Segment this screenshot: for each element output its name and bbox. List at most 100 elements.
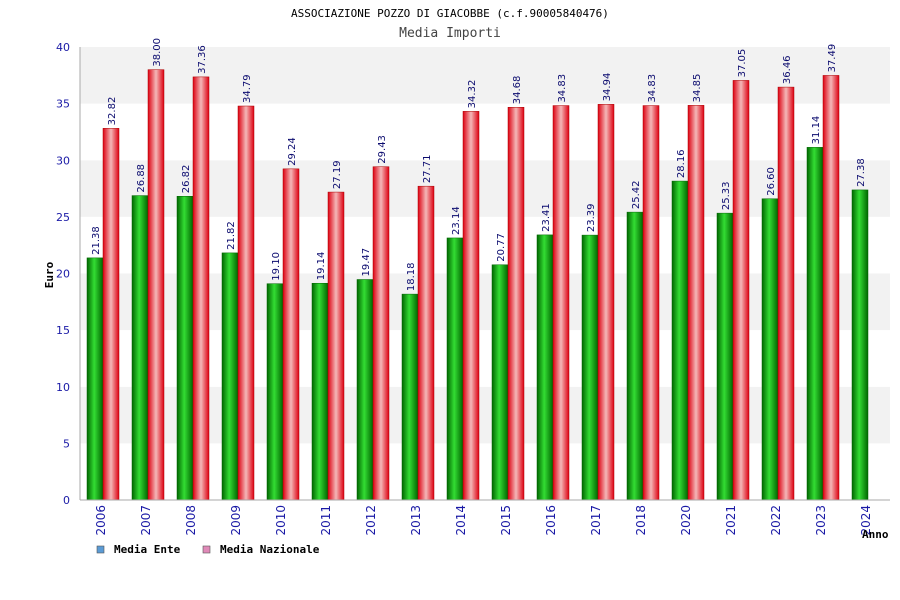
data-labels: 21.38 32.82 26.88 38.00 26.82 37.36 21.82 34.79… bbox=[91, 38, 867, 291]
x-tick-label: 2014 bbox=[454, 505, 468, 536]
x-tick-label: 2022 bbox=[769, 505, 783, 536]
bar-media-nazionale-2016 bbox=[552, 105, 570, 501]
data-label: 25.33 bbox=[721, 181, 732, 210]
y-tick-label: 15 bbox=[56, 324, 70, 337]
data-label: 19.10 bbox=[271, 252, 282, 281]
bar-media-nazionale-2018 bbox=[642, 105, 660, 501]
grid-band bbox=[80, 47, 890, 104]
x-tick-label: 2018 bbox=[634, 505, 648, 536]
bar-media-nazionale-2012 bbox=[372, 166, 390, 501]
y-tick-label: 20 bbox=[56, 268, 70, 281]
data-label: 34.79 bbox=[242, 74, 253, 103]
bar-media-nazionale-2011 bbox=[327, 191, 345, 501]
legend-swatch-media-nazionale bbox=[202, 545, 211, 554]
bar-media-nazionale-2023 bbox=[822, 75, 840, 501]
bar-media-ente-2017 bbox=[581, 234, 599, 501]
grid-band bbox=[80, 273, 890, 331]
bar-media-ente-2022 bbox=[761, 198, 779, 501]
grid-band bbox=[80, 443, 890, 500]
bar-media-ente-2008 bbox=[176, 196, 194, 501]
y-axis-ticks: 0 5 10 15 20 25 30 35 40 bbox=[56, 41, 70, 507]
bar-media-ente-2012 bbox=[356, 279, 374, 501]
bar-media-ente-2014 bbox=[446, 237, 464, 501]
grid-band bbox=[80, 216, 890, 274]
data-label: 25.42 bbox=[631, 180, 642, 209]
x-tick-label: 2016 bbox=[544, 505, 558, 536]
bar-media-ente-2009 bbox=[221, 252, 239, 501]
bar-media-nazionale-2015 bbox=[507, 106, 525, 501]
bar-media-nazionale-2022 bbox=[777, 86, 795, 501]
x-tick-label: 2012 bbox=[364, 505, 378, 536]
data-label: 27.71 bbox=[422, 155, 433, 184]
x-tick-label: 2017 bbox=[589, 505, 603, 536]
bar-media-ente-2010 bbox=[266, 283, 284, 501]
data-label: 29.43 bbox=[377, 135, 388, 164]
x-tick-label: 2021 bbox=[724, 505, 738, 536]
bar-media-ente-2015 bbox=[491, 264, 509, 501]
data-label: 27.19 bbox=[332, 160, 343, 189]
bar-media-ente-2007 bbox=[131, 195, 149, 501]
x-tick-label: 2010 bbox=[274, 505, 288, 536]
bar-media-nazionale-2006 bbox=[102, 128, 120, 501]
data-label: 21.82 bbox=[226, 221, 237, 250]
bar-media-ente-2016 bbox=[536, 234, 554, 501]
bar-media-ente-2021 bbox=[716, 212, 734, 501]
legend-swatch-media-ente bbox=[96, 545, 105, 554]
data-label: 34.83 bbox=[557, 74, 568, 103]
data-label: 26.82 bbox=[181, 165, 192, 194]
data-label: 34.32 bbox=[467, 80, 478, 109]
data-label: 34.85 bbox=[692, 74, 703, 103]
data-label: 38.00 bbox=[152, 38, 163, 67]
bar-media-nazionale-2010 bbox=[282, 168, 300, 501]
legend-label-media-ente: Media Ente bbox=[114, 543, 181, 556]
x-tick-label: 2023 bbox=[814, 505, 828, 536]
data-label: 21.38 bbox=[91, 226, 102, 255]
data-label: 32.82 bbox=[107, 97, 118, 126]
data-label: 19.47 bbox=[361, 248, 372, 277]
y-tick-label: 35 bbox=[56, 98, 70, 111]
data-label: 18.18 bbox=[406, 262, 417, 291]
grid-band bbox=[80, 386, 890, 444]
x-axis-label: Anno bbox=[862, 528, 889, 541]
data-label: 23.14 bbox=[451, 206, 462, 235]
bar-media-ente-2006 bbox=[86, 257, 104, 501]
y-tick-label: 40 bbox=[56, 41, 70, 54]
bar-media-nazionale-2009 bbox=[237, 105, 255, 501]
data-label: 26.88 bbox=[136, 164, 147, 193]
bar-media-ente-2024 bbox=[851, 189, 869, 501]
y-tick-label: 5 bbox=[63, 437, 70, 450]
chart-title: ASSOCIAZIONE POZZO DI GIACOBBE (c.f.9000… bbox=[291, 7, 609, 20]
x-tick-label: 2007 bbox=[139, 505, 153, 536]
data-label: 19.14 bbox=[316, 252, 327, 281]
grid-band bbox=[80, 330, 890, 387]
data-label: 31.14 bbox=[811, 116, 822, 145]
y-axis-label: Euro bbox=[43, 261, 56, 288]
bar-media-nazionale-2013 bbox=[417, 185, 435, 501]
data-label: 34.68 bbox=[512, 76, 523, 105]
data-label: 23.39 bbox=[586, 203, 597, 232]
y-tick-label: 0 bbox=[63, 494, 70, 507]
x-tick-label: 2015 bbox=[499, 505, 513, 536]
grid-band bbox=[80, 103, 890, 161]
data-label: 28.16 bbox=[676, 149, 687, 178]
bar-media-nazionale-2007 bbox=[147, 69, 165, 501]
data-label: 36.46 bbox=[782, 55, 793, 84]
x-tick-label: 2006 bbox=[94, 505, 108, 536]
data-label: 23.41 bbox=[541, 203, 552, 232]
bar-media-ente-2011 bbox=[311, 282, 329, 501]
data-label: 26.60 bbox=[766, 167, 777, 196]
x-axis-ticks: 2006 2007 2008 2009 2010 2011 2012 2013 2014 2015… bbox=[94, 505, 873, 536]
bar-media-nazionale-2008 bbox=[192, 76, 210, 501]
bar-media-ente-2023 bbox=[806, 147, 824, 501]
x-tick-label: 2024 bbox=[859, 505, 873, 536]
x-tick-label: 2009 bbox=[229, 505, 243, 536]
x-tick-label: 2013 bbox=[409, 505, 423, 536]
chart-subtitle: Media Importi bbox=[399, 26, 501, 41]
data-label: 29.24 bbox=[287, 137, 298, 166]
data-label: 34.83 bbox=[647, 74, 658, 103]
y-tick-label: 30 bbox=[56, 154, 70, 167]
grid-bands bbox=[80, 47, 890, 500]
y-tick-label: 10 bbox=[56, 381, 70, 394]
bar-media-nazionale-2020 bbox=[687, 105, 705, 501]
